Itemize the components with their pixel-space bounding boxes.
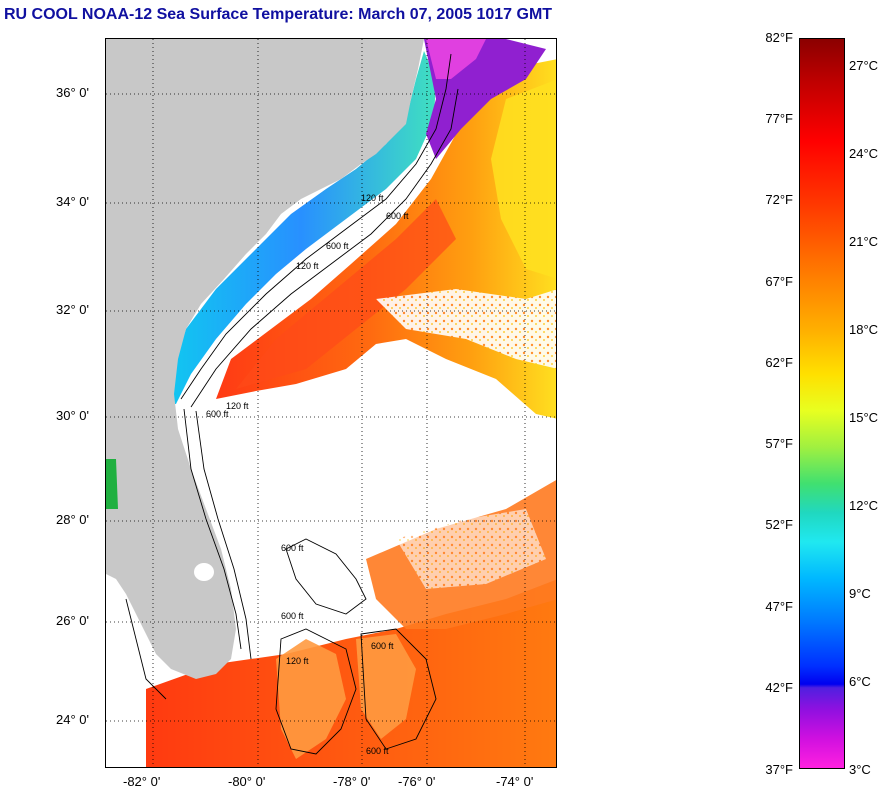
contour-label: 600 ft	[366, 746, 389, 756]
latitude-label: 32° 0'	[56, 302, 89, 317]
latitude-label: 28° 0'	[56, 512, 89, 527]
offshore-yellow-water	[491, 79, 556, 279]
sst-map-image: 120 ft 600 ft 120 ft 600 ft 600 ft 120 f…	[106, 39, 556, 767]
colorbar-celsius-label: 27°C	[849, 58, 879, 73]
colorbar-celsius-label: 3°C	[849, 762, 871, 777]
longitude-label: -80° 0'	[228, 774, 266, 789]
map-title: RU COOL NOAA-12 Sea Surface Temperature:…	[4, 6, 553, 23]
southern-cloud-speckle	[396, 509, 546, 589]
longitude-label: -82° 0'	[123, 774, 161, 789]
colorbar-fahrenheit-label: 47°F	[765, 599, 793, 614]
colorbar-fahrenheit-label: 37°F	[765, 762, 793, 777]
colorbar-fahrenheit-label: 62°F	[765, 355, 793, 370]
colorbar-fahrenheit-label: 67°F	[765, 274, 793, 289]
latitude-label: 26° 0'	[56, 613, 89, 628]
contour-label: 600 ft	[281, 611, 304, 621]
colorbar-celsius-label: 21°C	[849, 234, 879, 249]
cold-magenta-water	[426, 39, 486, 79]
colorbar-fahrenheit-label: 52°F	[765, 517, 793, 532]
colorbar-fahrenheit-label: 42°F	[765, 680, 793, 695]
bahamas-bank	[356, 634, 416, 739]
longitude-label: -76° 0'	[398, 774, 436, 789]
contour-label: 120 ft	[286, 656, 309, 666]
graticule	[106, 39, 556, 767]
colorbar-celsius-label: 15°C	[849, 410, 879, 425]
contour-label: 120 ft	[226, 401, 249, 411]
latitude-label: 36° 0'	[56, 85, 89, 100]
contour-label: 120 ft	[361, 193, 384, 203]
latitude-label: 24° 0'	[56, 712, 89, 727]
contour-label: 600 ft	[281, 543, 304, 553]
colorbar-celsius-label: 24°C	[849, 146, 879, 161]
contour-label: 600 ft	[371, 641, 394, 651]
gulf-stream-core	[236, 199, 456, 389]
colorbar-fahrenheit-label: 77°F	[765, 111, 793, 126]
longitude-label: -74° 0'	[496, 774, 534, 789]
latitude-label: 34° 0'	[56, 194, 89, 209]
sst-map: 120 ft 600 ft 120 ft 600 ft 600 ft 120 f…	[105, 38, 557, 768]
temperature-colorbar	[799, 38, 845, 769]
colorbar-celsius-label: 18°C	[849, 322, 879, 337]
bathymetry-contours	[125, 53, 459, 755]
lake-okeechobee	[194, 563, 214, 581]
latitude-label: 30° 0'	[56, 408, 89, 423]
bahamas-bank	[276, 639, 346, 759]
colorbar-celsius-label: 12°C	[849, 498, 879, 513]
colorbar-fahrenheit-label: 57°F	[765, 436, 793, 451]
gulf-coast-water	[106, 459, 118, 509]
colorbar-celsius-label: 9°C	[849, 586, 871, 601]
contour-label: 600 ft	[326, 241, 349, 251]
cold-shelf-water	[166, 51, 436, 404]
contour-label: 600 ft	[206, 409, 229, 419]
contour-label: 120 ft	[296, 261, 319, 271]
cloud-speckle	[376, 289, 556, 369]
colorbar-fahrenheit-label: 72°F	[765, 192, 793, 207]
colorbar-celsius-label: 6°C	[849, 674, 871, 689]
colorbar-fahrenheit-label: 82°F	[765, 30, 793, 45]
contour-label: 600 ft	[386, 211, 409, 221]
longitude-label: -78° 0'	[333, 774, 371, 789]
land-us-east-coast	[106, 39, 424, 679]
